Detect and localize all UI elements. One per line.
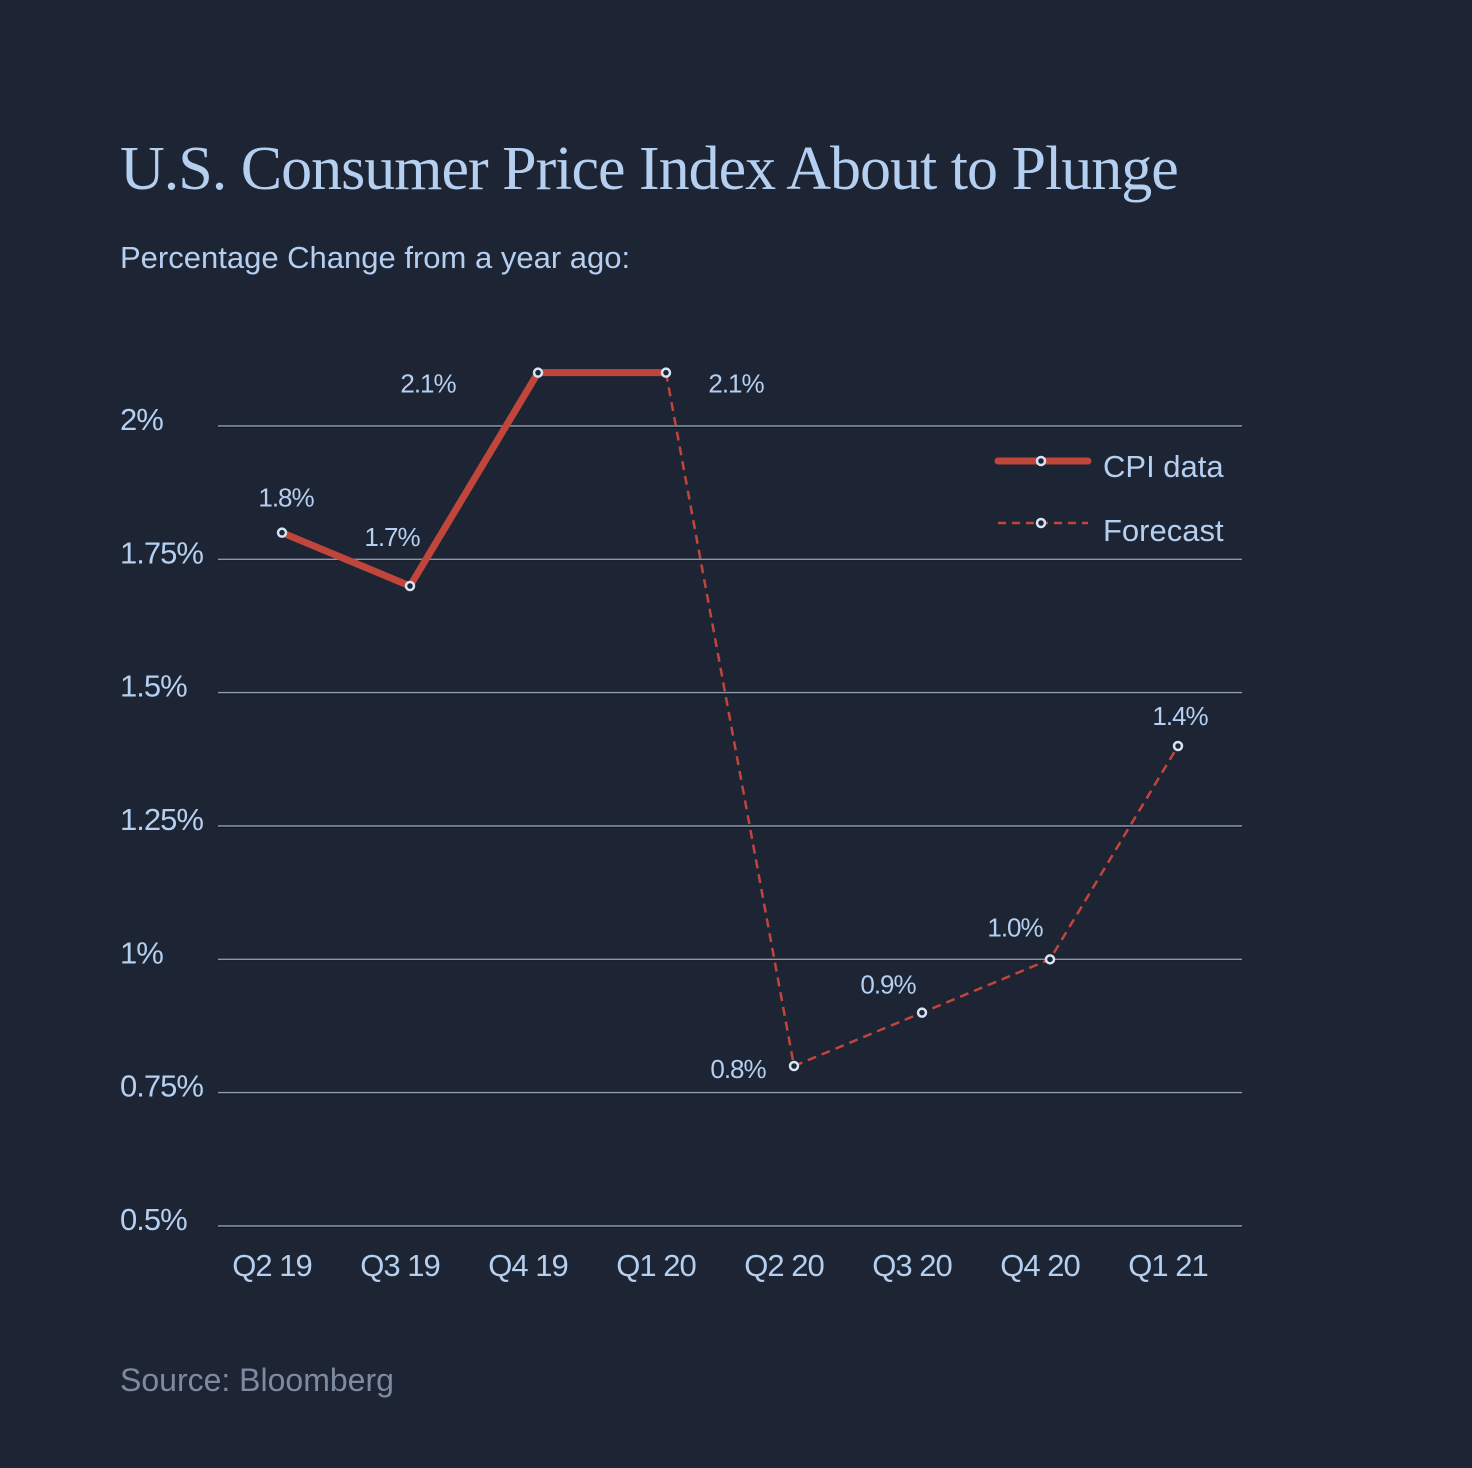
legend-marker-cpi-data [1035, 455, 1047, 467]
data-label: 1.4% [1152, 701, 1208, 731]
x-tick-label: Q2 19 [232, 1248, 311, 1283]
x-axis-ticks: Q2 19 Q3 19 Q4 19 Q1 20 Q2 20 Q3 20 Q4 20 Q1 21 [232, 1248, 1208, 1283]
y-axis-ticks: 0.5% 0.75% 1% 1.25% 1.5% 1.75% 2% [120, 402, 204, 1237]
x-tick-label: Q3 20 [872, 1248, 952, 1283]
x-tick-label: Q4 19 [488, 1248, 567, 1283]
y-tick-label: 1.75% [120, 535, 203, 570]
chart-subtitle: Percentage Change from a year ago: [120, 240, 631, 275]
gridlines [218, 425, 1242, 1228]
y-tick-label: 0.75% [120, 1069, 203, 1104]
x-tick-label: Q1 21 [1128, 1248, 1207, 1283]
data-point [916, 1007, 928, 1018]
legend-marker-forecast [1035, 517, 1047, 529]
data-label: 1.0% [987, 912, 1043, 942]
data-point [788, 1060, 800, 1072]
data-label: 1.7% [364, 522, 420, 552]
y-tick-label: 0.5% [120, 1202, 187, 1237]
data-point [404, 580, 416, 592]
y-tick-label: 2% [120, 402, 163, 437]
y-tick-label: 1.25% [120, 802, 203, 837]
series-line-forecast [664, 372, 1180, 1068]
x-tick-label: Q2 20 [744, 1248, 824, 1283]
x-tick-label: Q4 20 [1000, 1248, 1080, 1283]
chart-title: U.S. Consumer Price Index About to Plung… [120, 135, 1179, 203]
legend-item-forecast: Forecast [998, 513, 1224, 548]
x-tick-label: Q1 20 [616, 1248, 696, 1283]
data-label: 2.1% [400, 369, 456, 399]
x-tick-label: Q3 19 [360, 1248, 439, 1283]
data-markers [276, 367, 1184, 1072]
source-note: Source: Bloomberg [120, 1362, 394, 1398]
legend: CPI data Forecast [994, 449, 1224, 548]
data-point [276, 527, 288, 538]
series-lines [280, 369, 1180, 1068]
data-label: 1.8% [258, 483, 314, 513]
series-line-cpi-data [280, 369, 666, 590]
y-tick-label: 1.5% [120, 669, 187, 704]
data-point [1172, 740, 1184, 752]
legend-label-cpi-data: CPI data [1103, 449, 1224, 484]
legend-label-forecast: Forecast [1103, 513, 1224, 548]
data-point [1044, 954, 1056, 965]
legend-item-cpi-data: CPI data [994, 449, 1224, 484]
y-tick-label: 1% [120, 935, 163, 970]
data-point [532, 367, 544, 378]
data-labels: 1.8% 1.7% 2.1% 2.1% 0.8% 0.9% 1.0% 1.4% [258, 369, 1209, 1084]
data-label: 0.8% [710, 1054, 766, 1084]
data-point [660, 367, 672, 378]
data-label: 2.1% [708, 369, 764, 399]
data-label: 0.9% [860, 970, 916, 1000]
